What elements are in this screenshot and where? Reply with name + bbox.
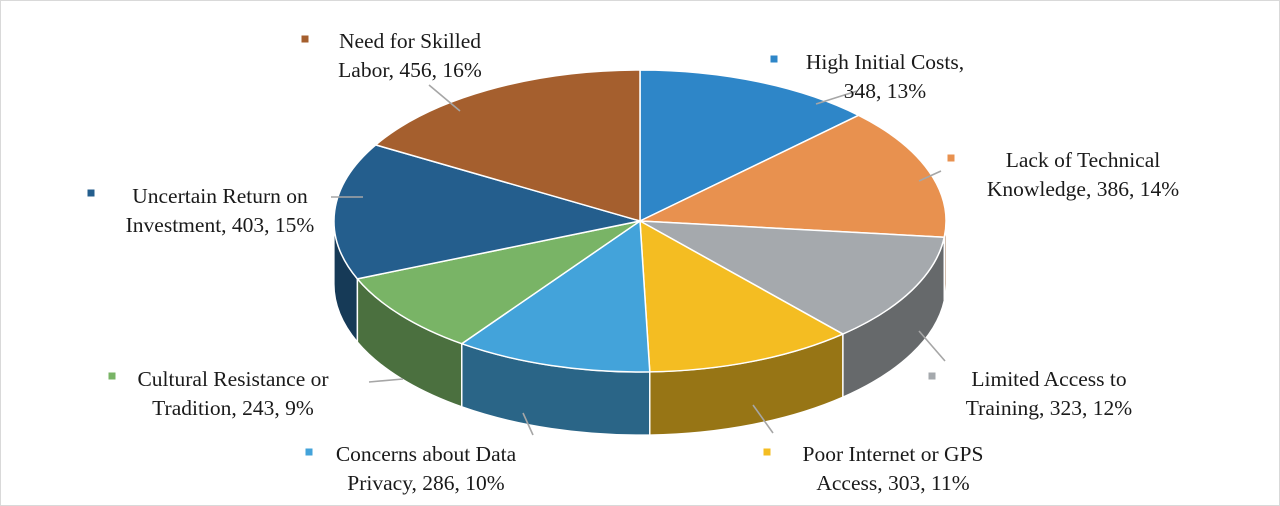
slice-lack-of-technical-knowledge — [639, 114, 947, 238]
leader-limited-access-to-training — [918, 330, 946, 362]
slice-concerns-about-data-privacy — [460, 220, 651, 373]
label-marker-concerns-about-data-privacy — [305, 448, 313, 456]
slice-poor-internet-or-gps-access — [639, 220, 844, 373]
data-label-high-initial-costs: High Initial Costs, 348, 13% — [806, 50, 964, 103]
leader-high-initial-costs — [815, 90, 858, 105]
slice-uncertain-return-on-investment — [333, 144, 641, 280]
label-marker-uncertain-return-on-investment — [87, 189, 95, 197]
data-label-cultural-resistance-or-tradition: Cultural Resistance or Tradition, 243, 9% — [137, 367, 328, 420]
label-marker-poor-internet-or-gps-access — [763, 448, 771, 456]
slice-cultural-resistance-or-tradition — [356, 220, 641, 345]
data-label-lack-of-technical-knowledge: Lack of Technical Knowledge, 386, 14% — [987, 148, 1179, 201]
label-marker-need-for-skilled-labor — [301, 35, 309, 43]
slice-need-for-skilled-labor — [374, 69, 641, 222]
pie-sides — [333, 220, 947, 436]
leader-cultural-resistance-or-tradition — [368, 378, 404, 383]
data-labels: High Initial Costs, 348, 13% Lack of Techn… — [87, 29, 1179, 495]
data-label-need-for-skilled-labor: Need for Skilled Labor, 456, 16% — [338, 29, 482, 82]
label-marker-lack-of-technical-knowledge — [947, 154, 955, 162]
label-marker-cultural-resistance-or-tradition — [108, 372, 116, 380]
data-label-concerns-about-data-privacy: Concerns about Data Privacy, 286, 10% — [336, 442, 517, 495]
leader-need-for-skilled-labor — [428, 84, 461, 112]
data-label-uncertain-return-on-investment: Uncertain Return on Investment, 403, 15% — [126, 184, 315, 237]
data-label-limited-access-to-training: Limited Access to Training, 323, 12% — [966, 367, 1133, 420]
data-label-poor-internet-or-gps-access: Poor Internet or GPS Access, 303, 11% — [803, 442, 984, 495]
leader-lines — [331, 84, 946, 436]
leader-poor-internet-or-gps-access — [752, 404, 774, 434]
label-marker-high-initial-costs — [770, 55, 778, 63]
slice-limited-access-to-training — [639, 220, 945, 335]
leader-lack-of-technical-knowledge — [918, 170, 942, 182]
pie-tops — [333, 69, 947, 373]
slice-high-initial-costs — [639, 69, 860, 222]
leader-concerns-about-data-privacy — [522, 412, 534, 436]
label-marker-limited-access-to-training — [928, 372, 936, 380]
